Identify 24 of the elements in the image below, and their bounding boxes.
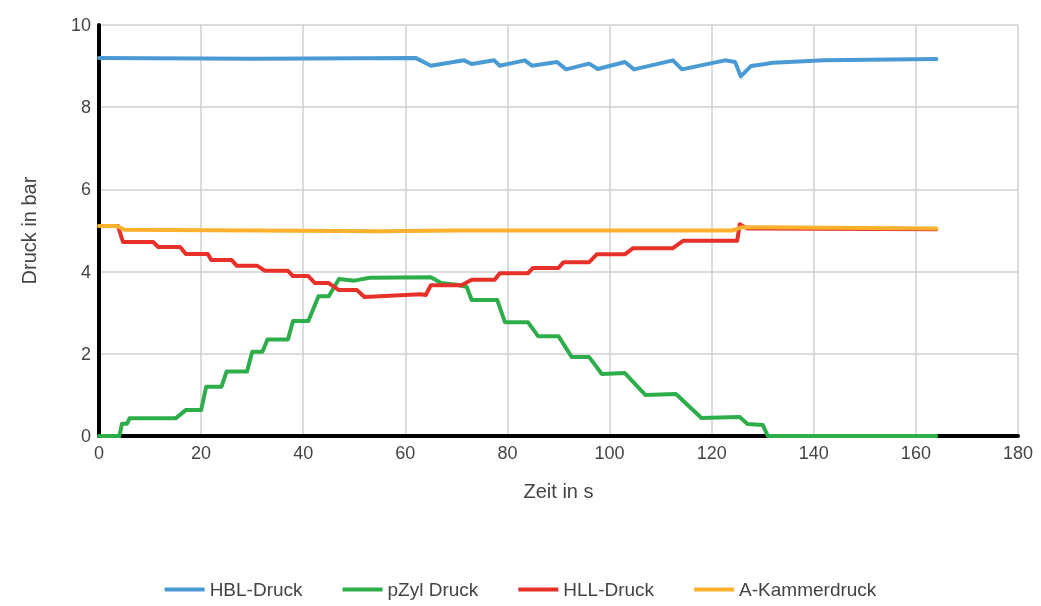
legend-label: pZyl Druck — [387, 579, 479, 600]
y-tick-label: 0 — [80, 426, 91, 446]
y-axis-title: Druck in bar — [18, 176, 40, 285]
legend-label: HLL-Druck — [563, 579, 655, 600]
x-tick-label: 0 — [93, 443, 105, 463]
x-axis-title: Zeit in s — [523, 480, 594, 502]
line-series — [97, 55, 939, 79]
x-tick-label: 60 — [395, 443, 416, 463]
x-tick-label: 20 — [191, 443, 212, 463]
y-tick-label: 10 — [70, 15, 91, 35]
x-tick-label: 40 — [293, 443, 314, 463]
y-tick-label: 2 — [80, 343, 91, 364]
legend-label: A-Kammerdruck — [739, 579, 877, 600]
x-tick-label: 120 — [696, 443, 727, 463]
x-tick-label: 160 — [900, 443, 931, 463]
x-tick-label: 100 — [594, 443, 625, 463]
x-tick-label: 140 — [798, 443, 829, 463]
legend-label: HBL-Druck — [209, 579, 304, 600]
y-tick-label: 6 — [80, 179, 91, 200]
x-tick-label: 80 — [497, 443, 518, 463]
y-tick-label: 8 — [80, 97, 91, 118]
y-tick-label: 4 — [80, 261, 91, 282]
line-series — [97, 275, 939, 438]
x-tick-label: 180 — [1002, 443, 1034, 463]
